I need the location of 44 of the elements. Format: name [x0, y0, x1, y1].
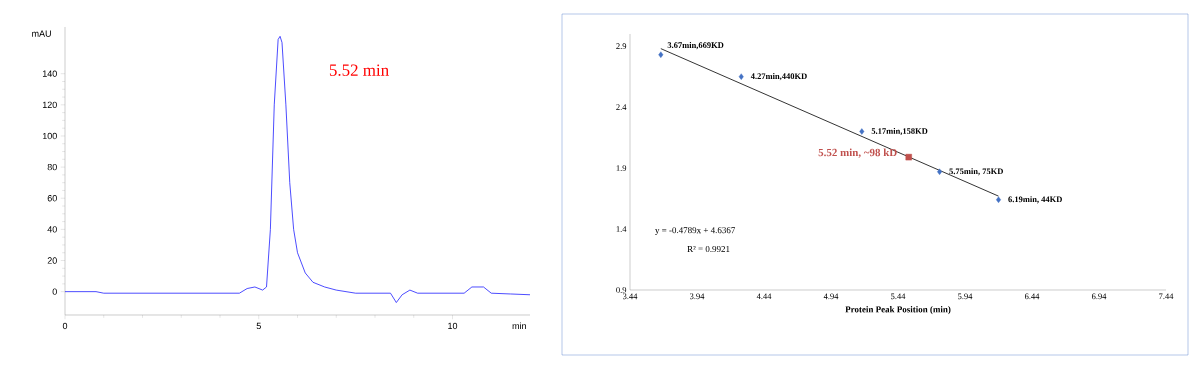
x-tick-label: 6.44 — [1024, 293, 1040, 300]
annotation: 4.27min,440KD — [750, 73, 807, 81]
point — [996, 196, 1001, 203]
x-tick-label: 3.44 — [623, 293, 638, 300]
y-tick-label: 120 — [42, 101, 57, 109]
x-axis-title: min — [512, 322, 526, 329]
x-tick-label: 5 — [256, 322, 261, 330]
annotation: 3.67min,669KD — [667, 42, 724, 50]
x-tick-label: 4.44 — [756, 293, 772, 300]
y-tick-label: 20 — [47, 257, 57, 264]
line-series — [64, 35, 531, 303]
y-tick-label: 0 — [52, 288, 57, 295]
x-tick-label: 7.44 — [1159, 293, 1174, 300]
y-tick-label: 40 — [47, 226, 57, 233]
y-tick-label: 100 — [42, 132, 57, 140]
y-tick-label: 0.9 — [616, 287, 627, 293]
annotation: 5.75min, 75KD — [949, 168, 1003, 176]
y-tick-label: 2.4 — [616, 104, 627, 111]
y-tick-label: 2.9 — [616, 43, 627, 50]
point — [738, 73, 744, 80]
y-axis-title: mAU — [32, 30, 51, 37]
x-tick-label: 5.94 — [958, 293, 973, 300]
annotation: 5.17min,158KD — [871, 127, 928, 136]
x-axis-title: Protein Peak Position (min) — [845, 306, 951, 315]
x-tick-label: 10 — [448, 322, 458, 330]
annotation: 6.19min, 44KD — [1008, 196, 1062, 204]
annotation: 5.52 min — [329, 64, 389, 76]
y-tick-label: 80 — [47, 163, 57, 171]
annotation: y = -0.4789x + 4.6367 — [655, 227, 736, 236]
annotation: R² = 0.9921 — [687, 245, 730, 253]
annotation: 5.52 min, ~98 kD — [818, 148, 897, 158]
x-tick-label: 0 — [62, 322, 68, 330]
point — [937, 168, 942, 175]
x-tick-label: 6.94 — [1091, 293, 1107, 300]
y-tick-label: 1.9 — [616, 165, 627, 171]
x-tick-label: 4.94 — [823, 293, 839, 300]
point — [859, 128, 865, 135]
x-tick-label: 3.94 — [690, 293, 705, 300]
y-tick-label: 1.4 — [616, 226, 627, 232]
point — [658, 51, 664, 58]
point — [905, 153, 912, 161]
x-tick-label: 5.44 — [891, 293, 906, 300]
y-tick-label: 60 — [47, 195, 57, 202]
y-tick-label: 140 — [42, 70, 57, 77]
